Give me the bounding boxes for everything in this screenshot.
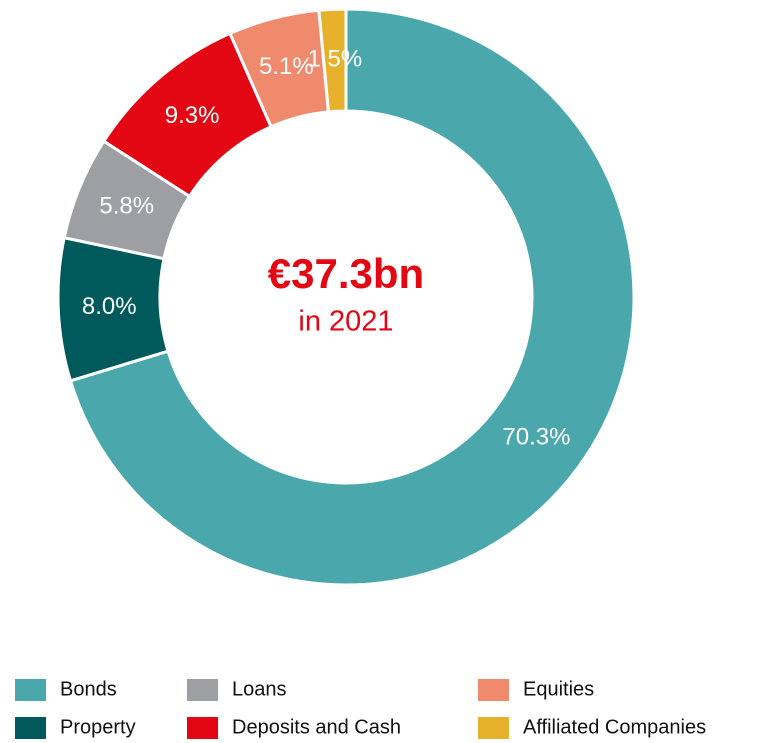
- legend-label: Property: [60, 716, 136, 738]
- legend-label: Loans: [232, 678, 287, 700]
- legend-swatch: [187, 717, 218, 739]
- data-label: 70.3%: [502, 423, 570, 450]
- donut-segment: [68, 7, 636, 587]
- data-label: 8.0%: [82, 293, 137, 320]
- data-label: 5.8%: [99, 192, 154, 219]
- legend-swatch: [478, 679, 509, 701]
- legend-label: Affiliated Companies: [523, 716, 706, 738]
- legend-label: Deposits and Cash: [232, 716, 401, 738]
- legend-swatch: [478, 717, 509, 739]
- legend-label: Equities: [523, 678, 594, 700]
- center-title: €37.3bn: [268, 250, 424, 297]
- donut-segment: [317, 7, 348, 114]
- legend-swatch: [187, 679, 218, 701]
- data-label: 1.5%: [307, 46, 362, 73]
- center-subtitle: in 2021: [298, 306, 393, 338]
- data-label: 5.1%: [259, 53, 314, 80]
- legend-swatch: [15, 717, 46, 739]
- legend-swatch: [15, 679, 46, 701]
- legend-label: Bonds: [60, 678, 117, 700]
- data-label: 9.3%: [165, 102, 220, 129]
